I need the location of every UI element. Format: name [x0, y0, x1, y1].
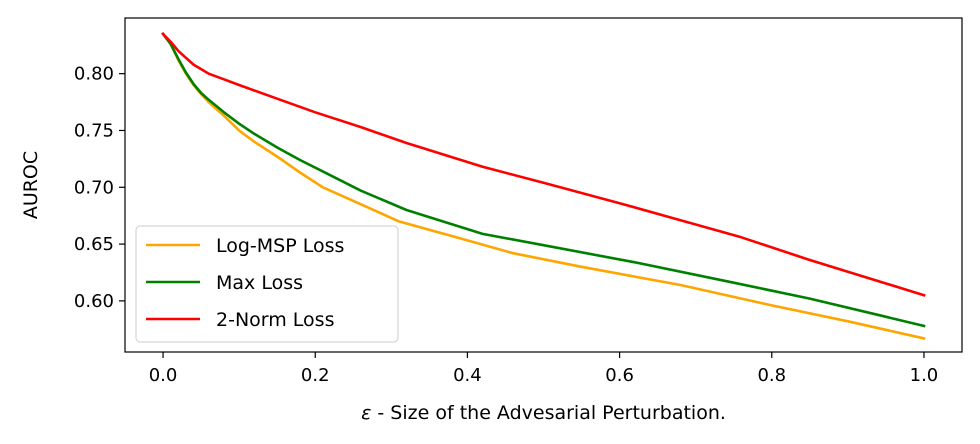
- x-axis-label-text: - Size of the Advesarial Perturbation.: [371, 402, 726, 424]
- y-tick-label: 0.70: [74, 177, 114, 198]
- y-tick-label: 0.75: [74, 120, 114, 141]
- plot-frame: [124, 17, 963, 353]
- y-axis-ticks: 0.60 0.65 0.70 0.75 0.80: [74, 64, 125, 312]
- y-tick-label: 0.60: [74, 291, 114, 312]
- x-tick-label: 0.2: [301, 365, 330, 386]
- x-axis-label-symbol: ε: [361, 402, 371, 424]
- legend-label: Max Loss: [216, 272, 303, 294]
- legend-box: [135, 225, 399, 343]
- series-line-3: [161, 32, 926, 297]
- y-tick-label: 0.80: [74, 64, 114, 85]
- x-axis-label: ε - Size of the Advesarial Perturbation.: [361, 402, 726, 424]
- legend-label: Log-MSP Loss: [216, 235, 344, 257]
- legend-label: 2-Norm Loss: [216, 309, 334, 331]
- x-tick-label: 0.6: [605, 365, 634, 386]
- x-axis-ticks: 0.0 0.2 0.4 0.6 0.8 1.0: [149, 352, 939, 386]
- series-layer: [161, 32, 926, 340]
- y-axis-label: AUROC: [20, 151, 42, 219]
- series-line-2: [161, 32, 926, 328]
- x-tick-label: 0.0: [149, 365, 178, 386]
- x-tick-label: 1.0: [910, 365, 939, 386]
- x-tick-label: 0.4: [453, 365, 482, 386]
- y-tick-label: 0.65: [74, 234, 114, 255]
- legend: Log-MSP Loss Max Loss 2-Norm Loss: [135, 225, 399, 343]
- x-tick-label: 0.8: [757, 365, 786, 386]
